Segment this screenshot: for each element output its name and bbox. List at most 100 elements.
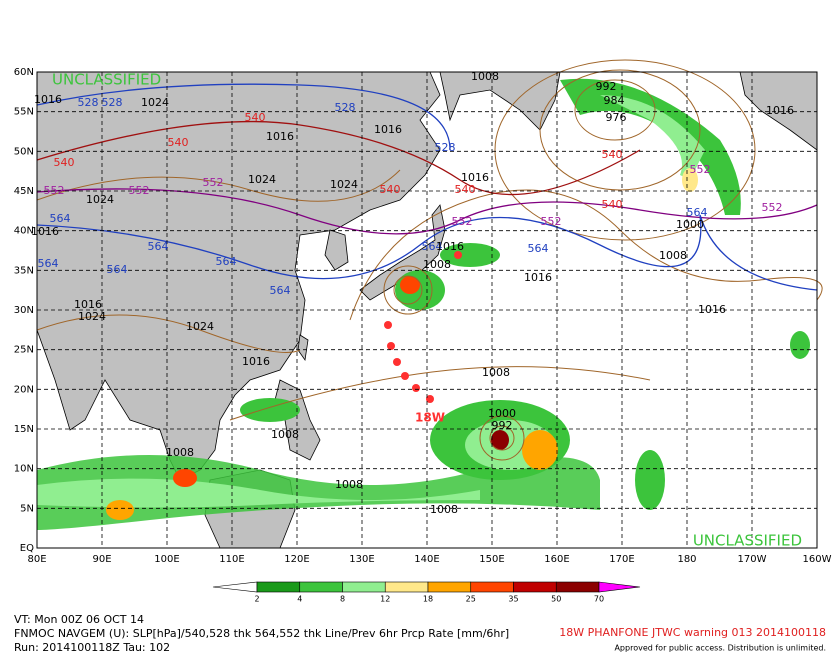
contour-label: 1016 [31,225,59,238]
colorbar-segment [555,581,600,593]
contour-label: 1016 [242,355,270,368]
contour-label: 992 [596,80,617,93]
precip-cell [240,398,300,422]
colorbar-label: 18 [423,595,433,604]
valid-time: VT: Mon 00Z 06 OCT 14 [14,613,144,626]
colorbar-label: 8 [340,595,345,604]
lat-label: 60N [14,67,34,78]
contour-label: 552 [129,184,150,197]
contour-label: 552 [203,176,224,189]
contour-label: 1008 [659,249,687,262]
thickness-528 [36,83,451,151]
warning-info: 18W PHANFONE JTWC warning 013 2014100118 [559,626,826,639]
contour-label: 1008 [166,446,194,459]
isobar [494,59,756,241]
contour-label: 540 [602,198,623,211]
taiwan-land [297,334,309,362]
lon-label: 170E [609,554,634,565]
storm-label: 18W [415,411,445,425]
contour-label: 540 [54,156,75,169]
contour-label: 528 [335,101,356,114]
classification-label: UNCLASSIFIED [693,532,802,550]
isobar [36,314,301,353]
contour-label: 564 [422,240,443,253]
korea-land [324,229,349,271]
contour-label: 528 [435,141,456,154]
lon-label: 150E [479,554,504,565]
contour-label: 552 [690,163,711,176]
track-point [393,358,401,366]
lon-label: 170W [738,554,767,565]
contour-label: 552 [452,215,473,228]
contour-label: 1000 [676,218,704,231]
typhoon-rain [522,430,558,470]
contour-label: 1024 [248,173,276,186]
storm-track [384,251,462,403]
contour-label: 1024 [78,310,106,323]
contour-label: 1024 [86,193,114,206]
contour-label: 1008 [423,258,451,271]
contour-label: 1000 [488,407,516,420]
track-point [384,321,392,329]
contours [36,59,823,461]
contour-label: 528 [78,96,99,109]
contour-label: 1016 [34,93,62,106]
contour-label: 564 [216,255,237,268]
contour-label: 528 [102,96,123,109]
contour-label: 1016 [74,298,102,311]
frontal-rain [682,168,698,192]
graticule [37,72,817,548]
contour-label: 1008 [271,428,299,441]
asia-land [36,71,441,481]
typhoon-core [491,430,509,450]
contour-label: 1016 [436,240,464,253]
precip-band-light [37,478,480,508]
precip-cell [440,243,500,267]
precipitation [37,78,810,530]
lon-label: 100E [154,554,179,565]
lon-label: 120E [284,554,309,565]
thickness-540 [36,120,641,196]
colorbar-segment [470,581,514,593]
colorbar-label: 35 [508,595,518,604]
colorbar-label: 4 [297,595,302,604]
precip-cell [106,500,134,520]
lat-label: 50N [14,146,34,157]
colorbar-segment [384,581,429,593]
lon-label: 130E [349,554,374,565]
colorbar-high [598,581,641,593]
lat-label: 15N [14,424,34,435]
contour-label: 992 [492,419,513,432]
contour-label: 976 [606,111,627,124]
contour-label: 540 [245,111,266,124]
contour-labels: 1016 528 528 102454010165281016528540540102… [31,70,794,516]
isobar [383,265,433,315]
colorbar-segment [342,581,386,593]
storm-core [400,276,420,294]
contour-label: 552 [762,201,783,214]
contour-label: 552 [541,215,562,228]
map-border [36,71,818,549]
thickness-552 [36,188,818,235]
run-info: Run: 2014100118Z Tau: 102 [14,641,170,654]
contour-label: 564 [50,212,71,225]
contour-label: 540 [455,183,476,196]
contour-label: 1008 [335,478,363,491]
thickness-564 [36,214,818,291]
isobar [393,275,423,305]
contour-label: 1024 [141,96,169,109]
lon-label: 180 [677,554,696,565]
lat-label: 10N [14,464,34,475]
lon-label: 80E [27,554,46,565]
lon-label: 160E [544,554,569,565]
contour-label: 1016 [766,104,794,117]
lat-label: 55N [14,107,34,118]
precip-cell [790,331,810,359]
model-description: FNMOC NAVGEM (U): SLP[hPa]/540,528 thk 5… [14,627,509,640]
precip-cell [635,450,665,510]
colorbar-segment [256,581,301,593]
lat-label: 5N [20,503,34,514]
lon-label: 110E [219,554,244,565]
track-point [401,372,409,380]
